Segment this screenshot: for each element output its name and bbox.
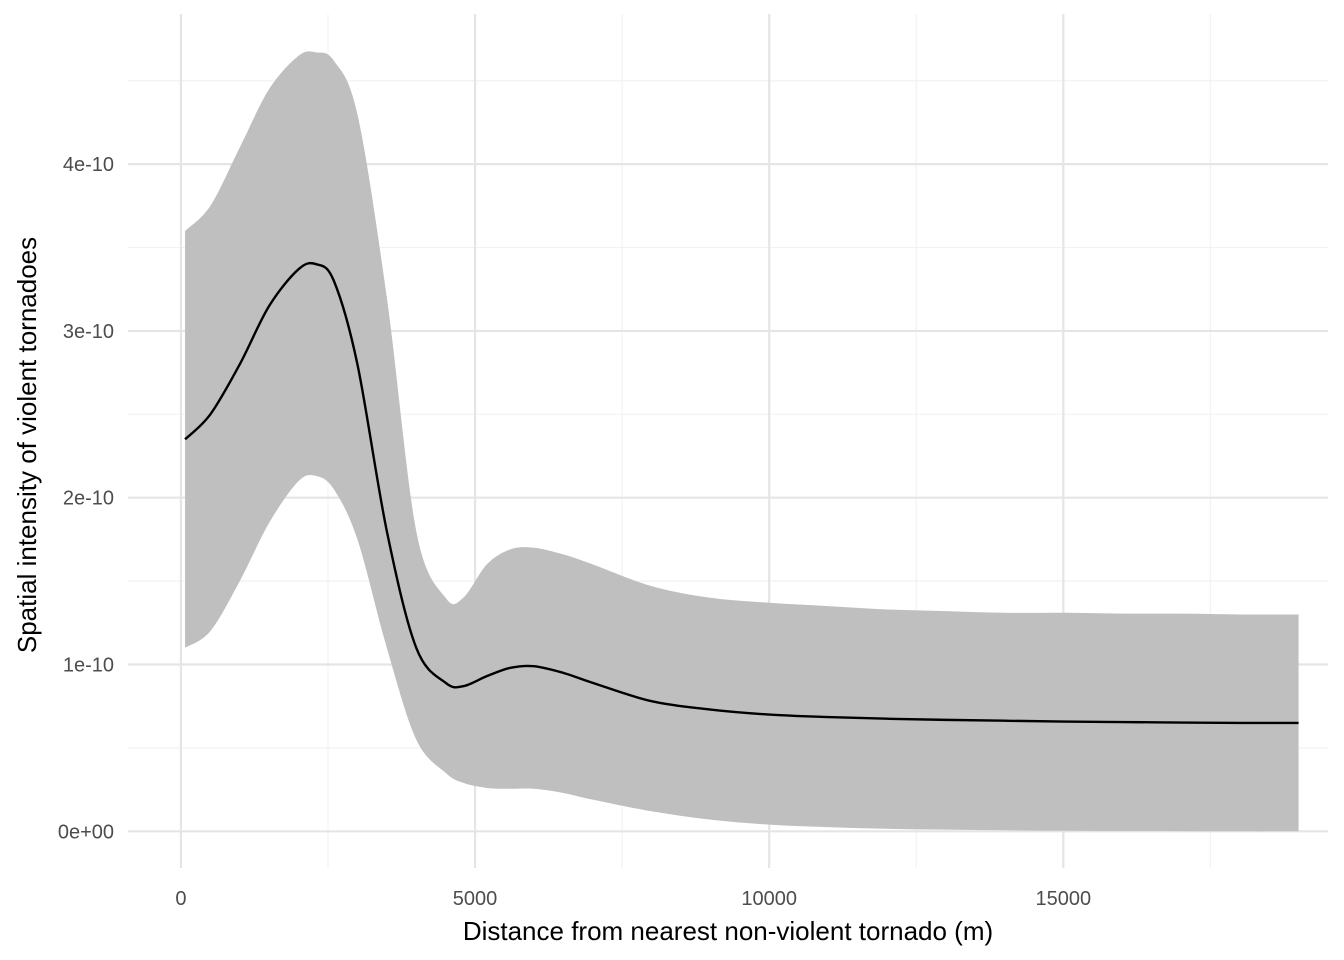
x-tick-label: 0 <box>175 888 186 910</box>
x-tick-label: 15000 <box>1035 888 1091 910</box>
y-tick-label: 1e-10 <box>63 655 114 677</box>
x-tick-label: 5000 <box>453 888 498 910</box>
confidence-band <box>185 51 1299 832</box>
x-tick-labels: 0 5000 10000 15000 <box>175 888 1091 910</box>
y-tick-label: 0e+00 <box>58 821 114 843</box>
y-tick-label: 4e-10 <box>63 154 114 176</box>
x-tick-label: 10000 <box>741 888 797 910</box>
y-axis-title: Spatial intensity of violent tornadoes <box>12 237 42 653</box>
y-tick-label: 2e-10 <box>63 488 114 510</box>
y-tick-labels: 0e+00 1e-10 2e-10 3e-10 4e-10 <box>58 154 114 843</box>
x-axis-title: Distance from nearest non-violent tornad… <box>463 916 993 946</box>
y-tick-label: 3e-10 <box>63 321 114 343</box>
smooth-line <box>184 261 1299 725</box>
